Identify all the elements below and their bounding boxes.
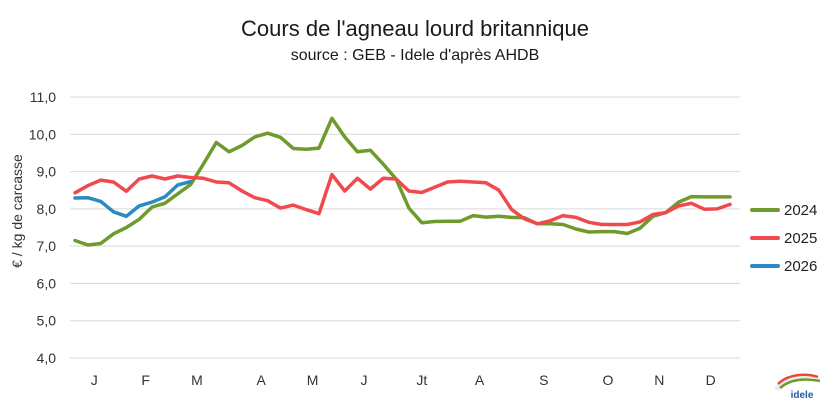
x-tick-label-month: D [706,372,716,388]
x-tick-label-month: S [539,372,548,388]
legend: 2024 2025 2026 [750,202,817,275]
y-axis-label: € / kg de carcasse [9,154,25,268]
logo-swoosh-green [779,378,821,389]
series-lines [73,116,732,247]
series-line-2024 [73,116,732,247]
y-axis-ticks: 4,0 5,0 6,0 7,0 8,0 9,0 10,0 11,0 [29,89,56,366]
x-axis-ticks: J F M A M J Jt A S O N D [91,372,716,388]
series-line-2026 [73,179,193,219]
y-tick-label: 4,0 [37,350,57,366]
x-tick-label-month: A [257,372,267,388]
y-tick-label: 11,0 [30,89,56,105]
x-tick-label-month: O [603,372,614,388]
x-tick-label-month: M [307,372,319,388]
logo-swoosh-red [777,373,819,385]
x-tick-label-month: Jt [416,372,427,388]
chart-subtitle: source : GEB - Idele d'après AHDB [291,47,540,64]
logo-text: idele [791,390,814,401]
x-tick-label-month: N [654,372,664,388]
y-tick-label: 7,0 [37,238,57,254]
x-tick-label-month: J [360,372,367,388]
series-line-2025 [73,172,732,227]
y-tick-label: 10,0 [29,126,56,142]
chart-title: Cours de l'agneau lourd britannique [241,16,589,41]
legend-label-2024: 2024 [784,202,817,219]
x-tick-label-month: M [191,372,203,388]
gridlines [70,96,740,359]
x-tick-label-month: J [91,372,98,388]
x-tick-label-month: A [475,372,485,388]
idele-logo: idele [774,373,822,401]
legend-label-2026: 2026 [784,258,817,275]
y-tick-label: 9,0 [37,164,57,180]
x-tick-label-month: F [141,372,150,388]
y-tick-label: 8,0 [37,201,57,217]
y-tick-label: 5,0 [37,313,57,329]
y-tick-label: 6,0 [37,275,57,291]
legend-label-2025: 2025 [784,230,817,247]
